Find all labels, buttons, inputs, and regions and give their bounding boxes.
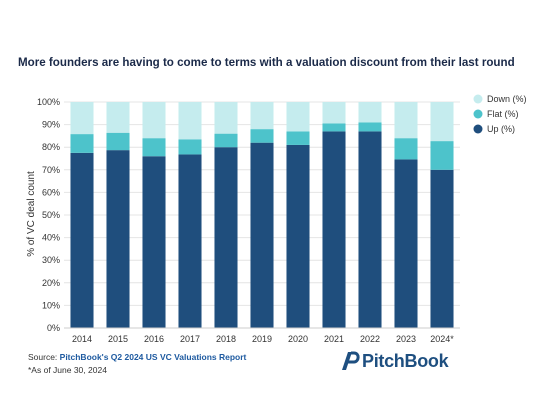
bar-up-2018: [214, 147, 238, 328]
bar-down-2018: [214, 102, 238, 134]
bar-flat-2023: [394, 138, 418, 160]
bar-up-2022: [358, 131, 382, 328]
bar-down-2014: [70, 102, 94, 135]
bar-down-2015: [106, 102, 130, 133]
legend-swatch-up: [473, 124, 483, 134]
bar-down-2017: [178, 102, 202, 140]
legend-swatch-down: [473, 94, 483, 104]
bar-flat-2017: [178, 139, 202, 155]
bar-flat-2016: [142, 138, 166, 157]
source-line: Source: PitchBook's Q2 2024 US VC Valuat…: [28, 352, 246, 362]
legend-label-up: Up (%): [487, 124, 515, 134]
y-tick-label: 30%: [42, 255, 60, 265]
x-tick-label: 2015: [108, 334, 128, 344]
x-tick-label: 2016: [144, 334, 164, 344]
bar-up-2014: [70, 152, 94, 328]
x-axis-ticks: 2014 2015 2016 2017 2018 2019 2020 2021 2022 2023…: [64, 327, 460, 344]
legend-label-down: Down (%): [487, 94, 527, 104]
pitchbook-logo-icon: [342, 351, 360, 370]
bar-up-2023: [394, 159, 418, 328]
legend-swatch-flat: [473, 109, 483, 119]
x-tick-label: 2021: [324, 334, 344, 344]
y-axis-ticks: 0% 10% 20% 30% 40% 50% 60% 70% 80% 90% 100%: [37, 97, 60, 333]
x-tick-label: 2018: [216, 334, 236, 344]
chart-title: More founders are having to come to term…: [18, 56, 515, 69]
bar-up-2021: [322, 131, 346, 328]
x-tick-label: 2024*: [430, 334, 454, 344]
x-tick-label: 2019: [252, 334, 272, 344]
bar-flat-2014: [70, 134, 94, 153]
bar-down-2021: [322, 102, 346, 124]
bar-flat-2018: [214, 133, 238, 148]
bar-flat-2019: [250, 129, 274, 143]
y-tick-label: 0%: [47, 323, 60, 333]
y-axis-label: % of VC deal count: [26, 171, 37, 257]
y-tick-label: 40%: [42, 233, 60, 243]
bar-flat-2020: [286, 131, 310, 145]
x-tick-label: 2014: [72, 334, 92, 344]
source-link[interactable]: PitchBook's Q2 2024 US VC Valuations Rep…: [59, 352, 247, 362]
y-tick-label: 50%: [42, 210, 60, 220]
bar-down-2024: [430, 102, 454, 142]
bar-up-2015: [106, 150, 130, 328]
bar-down-2022: [358, 102, 382, 123]
pitchbook-logo-text: PitchBook: [362, 350, 449, 371]
source-prefix: Source:: [28, 352, 60, 362]
y-tick-label: 20%: [42, 278, 60, 288]
bar-up-2017: [178, 154, 202, 328]
legend: Down (%) Flat (%) Up (%): [473, 94, 527, 134]
bar-up-2020: [286, 144, 310, 328]
bar-up-2024: [430, 169, 454, 328]
bar-down-2020: [286, 102, 310, 132]
x-tick-label: 2023: [396, 334, 416, 344]
y-tick-label: 70%: [42, 165, 60, 175]
bar-up-2016: [142, 156, 166, 328]
y-tick-label: 60%: [42, 187, 60, 197]
footnote: *As of June 30, 2024: [28, 365, 107, 375]
bars: [70, 102, 454, 328]
y-tick-label: 100%: [37, 97, 60, 107]
bar-flat-2022: [358, 122, 382, 132]
bar-down-2016: [142, 102, 166, 139]
bar-up-2019: [250, 142, 274, 328]
y-tick-label: 80%: [42, 142, 60, 152]
bar-down-2019: [250, 102, 274, 130]
bar-flat-2015: [106, 132, 130, 151]
legend-label-flat: Flat (%): [487, 109, 519, 119]
pitchbook-logo: PitchBook: [338, 350, 449, 372]
bar-flat-2021: [322, 123, 346, 132]
bar-flat-2024: [430, 141, 454, 170]
y-tick-label: 10%: [42, 300, 60, 310]
bar-down-2023: [394, 102, 418, 139]
y-tick-label: 90%: [42, 120, 60, 130]
x-tick-label: 2017: [180, 334, 200, 344]
x-tick-label: 2022: [360, 334, 380, 344]
x-tick-label: 2020: [288, 334, 308, 344]
